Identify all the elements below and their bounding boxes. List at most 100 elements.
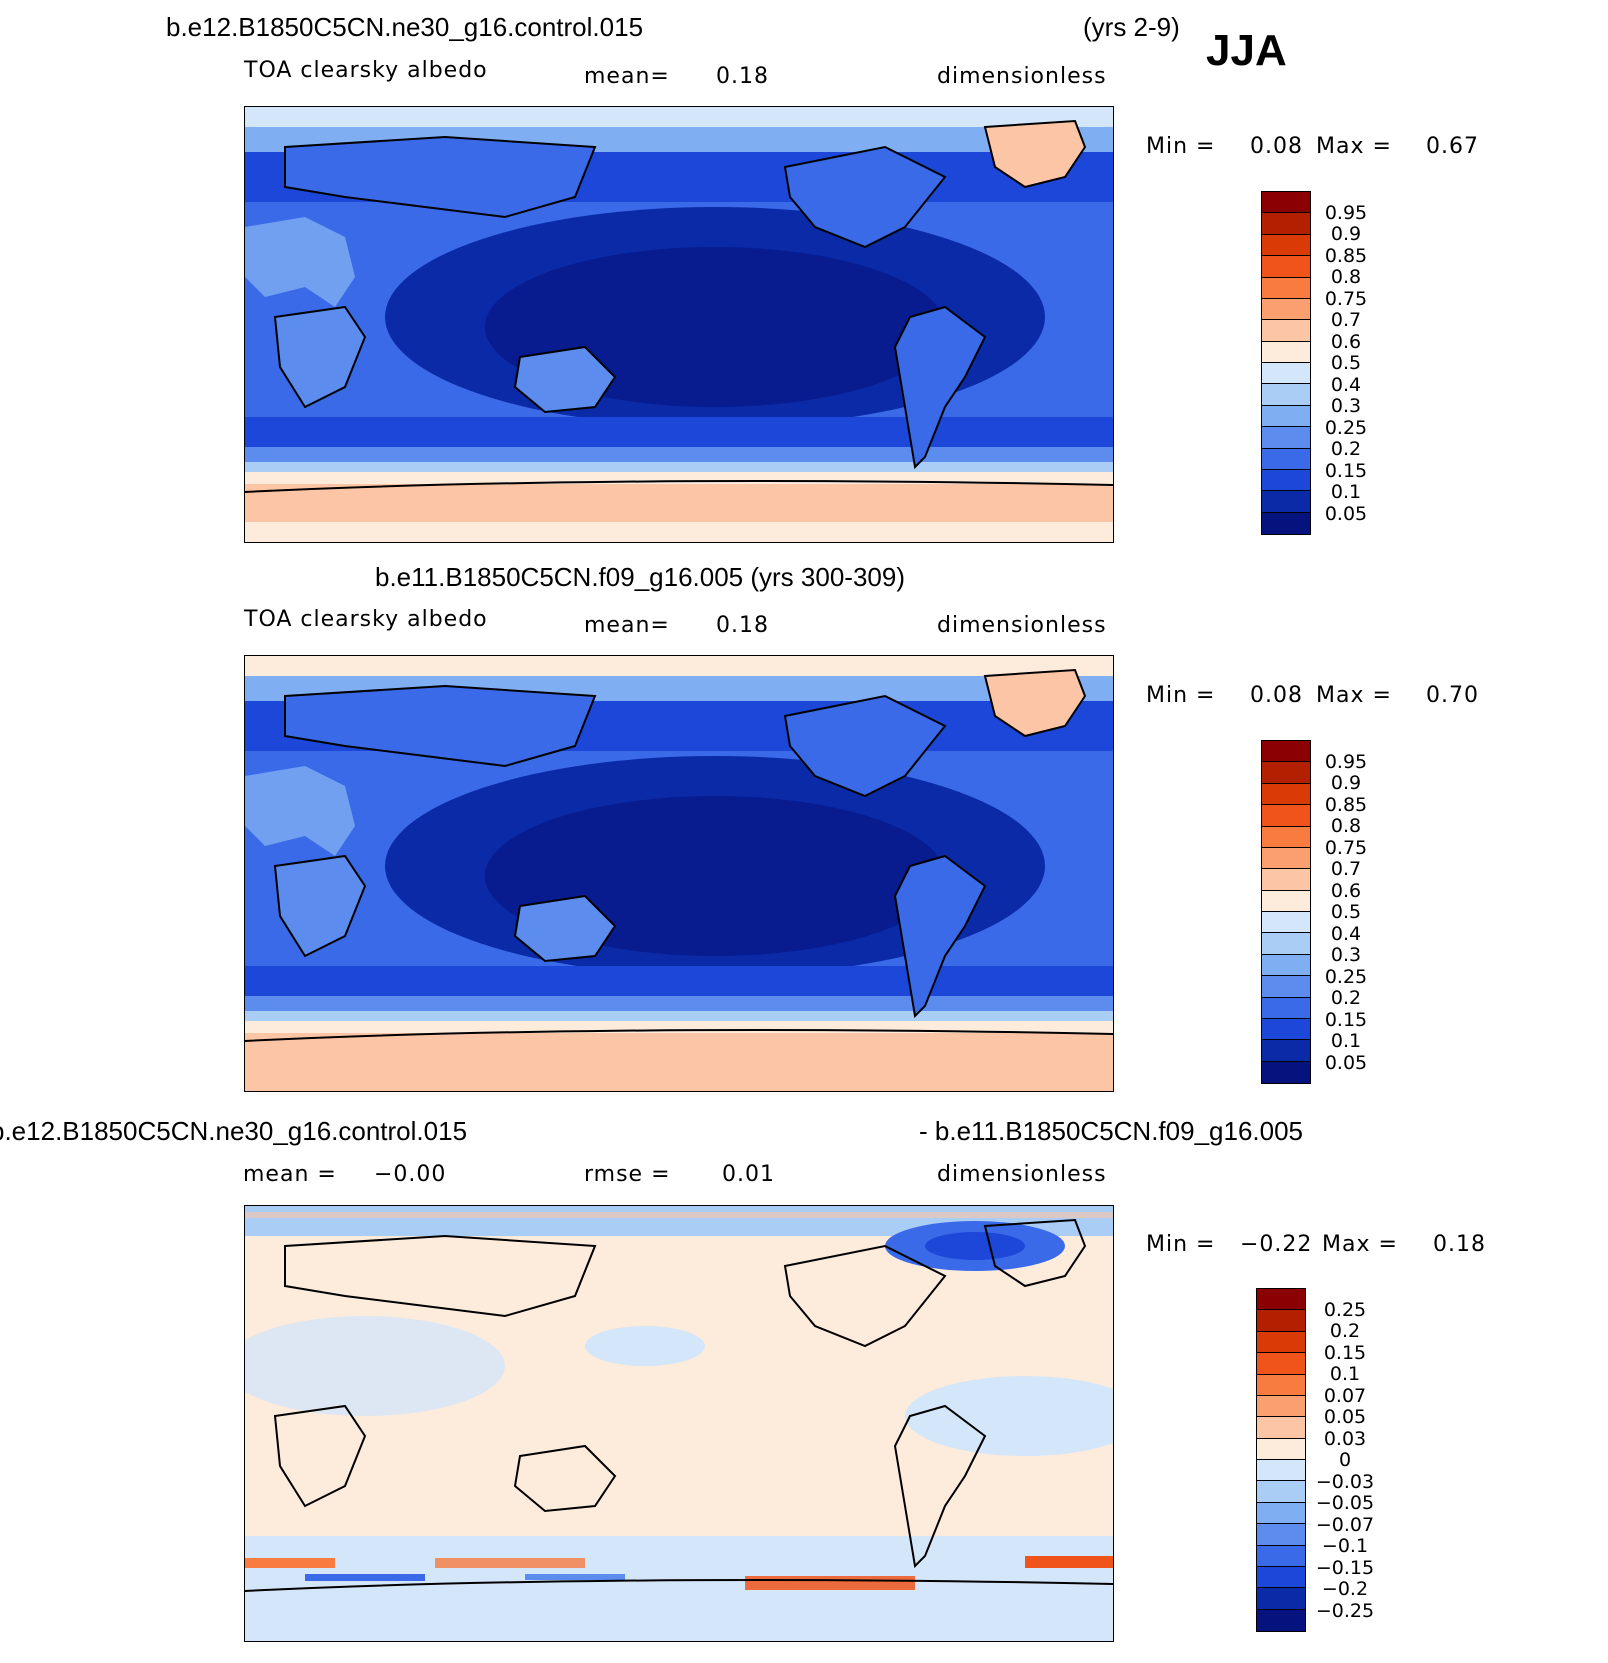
colorbar-tick-label: 0.25 (1324, 965, 1368, 988)
panel1-units: dimensionless (937, 64, 1107, 89)
colorbar-tick-label: 0.1 (1330, 481, 1362, 503)
colorbar-swatch (1262, 805, 1310, 827)
colorbar-tick-label: 0.05 (1324, 502, 1368, 525)
colorbar-swatch (1257, 1481, 1305, 1503)
panel1-variable: TOA clearsky albedo (244, 58, 488, 83)
panel3-rmse-label: rmse = (584, 1162, 671, 1187)
colorbar-tick-label: 0.3 (1330, 395, 1362, 417)
colorbar-tick-label: 0.7 (1330, 858, 1362, 880)
colorbar-tick-label: 0.75 (1324, 287, 1368, 310)
colorbar-swatch (1262, 997, 1310, 1019)
colorbar-swatch (1262, 384, 1310, 406)
colorbar-tick-label: 0.8 (1330, 266, 1362, 288)
colorbar-swatch (1257, 1395, 1305, 1418)
colorbar-swatch (1257, 1588, 1305, 1610)
colorbar-tick-label: 0.3 (1330, 944, 1362, 966)
colorbar-tick-label: 0.15 (1323, 1341, 1367, 1364)
colorbar-tick-label: 0.7 (1330, 309, 1362, 331)
panel3-rmse-value: 0.01 (722, 1162, 775, 1187)
panel3-map-graphic (245, 1206, 1113, 1641)
colorbar-tick-label: 0.1 (1329, 1363, 1361, 1385)
colorbar-tick-label: 0.07 (1323, 1384, 1367, 1407)
panel3-title-right: - b.e11.B1850C5CN.f09_g16.005 (919, 1116, 1304, 1146)
colorbar-tick-label: 0.2 (1330, 987, 1362, 1009)
colorbar-tick-label: 0.85 (1324, 244, 1368, 267)
colorbar-tick-label: −0.07 (1315, 1513, 1375, 1536)
panel2-map-graphic (245, 656, 1113, 1091)
colorbar-tick-label: 0.2 (1329, 1320, 1361, 1342)
colorbar-tick-label: −0.2 (1321, 1578, 1369, 1600)
colorbar-swatch (1262, 1018, 1310, 1041)
panel1-mean-label: mean= (584, 64, 670, 89)
colorbar-tick-label: 0.1 (1330, 1030, 1362, 1052)
colorbar-tick-label: 0.03 (1323, 1427, 1367, 1450)
panel3-map (244, 1205, 1114, 1642)
colorbar-tick-label: −0.25 (1315, 1599, 1375, 1622)
colorbar-tick-label: −0.1 (1321, 1535, 1369, 1557)
colorbar-swatch (1262, 320, 1310, 342)
panel3-min-label: Min = (1146, 1232, 1216, 1257)
colorbar-swatch (1262, 869, 1310, 891)
colorbar-tick-label: 0.5 (1330, 901, 1362, 923)
panel2-units: dimensionless (937, 613, 1107, 638)
colorbar-swatch (1262, 890, 1310, 912)
colorbar-swatch (1257, 1289, 1305, 1311)
colorbar-tick-label: 0.4 (1330, 922, 1362, 945)
colorbar-swatch (1262, 491, 1310, 513)
colorbar-swatch (1262, 341, 1310, 363)
panel3-title-left: b.e12.B1850C5CN.ne30_g16.control.015 (0, 1116, 468, 1146)
colorbar-tick-label: 0.05 (1324, 1051, 1368, 1074)
colorbar-swatch (1262, 512, 1310, 534)
colorbar-swatch (1262, 1040, 1310, 1062)
panel2-min-value: 0.08 (1250, 683, 1303, 708)
panel3-mean-label: mean = (243, 1162, 337, 1187)
colorbar-swatch (1257, 1417, 1305, 1439)
colorbar-swatch (1262, 469, 1310, 492)
colorbar-tick-label: 0.75 (1324, 836, 1368, 859)
panel1-min-label: Min = (1146, 134, 1216, 159)
colorbar-tick-label: −0.15 (1315, 1556, 1375, 1579)
panel1-colorbar (1261, 191, 1311, 535)
panel1-max-label: Max = (1316, 134, 1392, 159)
colorbar-tick-label: 0.85 (1324, 793, 1368, 816)
colorbar-swatch (1262, 976, 1310, 998)
colorbar-swatch (1262, 234, 1310, 257)
colorbar-tick-label: 0.8 (1330, 815, 1362, 837)
colorbar-tick-label: 0.6 (1330, 330, 1362, 353)
colorbar-swatch (1257, 1502, 1305, 1525)
panel1-years: (yrs 2-9) (1083, 12, 1180, 42)
panel3-min-value: −0.22 (1240, 1232, 1313, 1257)
colorbar-swatch (1262, 427, 1310, 449)
colorbar-swatch (1262, 912, 1310, 934)
colorbar-tick-label: 0.6 (1330, 879, 1362, 902)
colorbar-tick-label: 0.05 (1323, 1406, 1367, 1428)
colorbar-swatch (1262, 741, 1310, 763)
colorbar-swatch (1257, 1524, 1305, 1546)
panel2-max-value: 0.70 (1426, 683, 1479, 708)
colorbar-swatch (1257, 1566, 1305, 1589)
colorbar-swatch (1262, 954, 1310, 977)
colorbar-swatch (1262, 405, 1310, 428)
colorbar-swatch (1262, 448, 1310, 470)
panel1-max-value: 0.67 (1426, 134, 1479, 159)
panel2-map (244, 655, 1114, 1092)
colorbar-swatch (1262, 762, 1310, 784)
panel2-mean-value: 0.18 (716, 613, 769, 638)
colorbar-tick-label: 0.95 (1324, 750, 1368, 773)
colorbar-swatch (1257, 1310, 1305, 1332)
colorbar-swatch (1257, 1353, 1305, 1375)
colorbar-swatch (1257, 1609, 1305, 1631)
colorbar-swatch (1262, 213, 1310, 235)
panel1-title: b.e12.B1850C5CN.ne30_g16.control.015 (166, 12, 644, 42)
colorbar-swatch (1262, 363, 1310, 385)
panel2-min-label: Min = (1146, 683, 1216, 708)
colorbar-swatch (1257, 1374, 1305, 1396)
panel1-min-value: 0.08 (1250, 134, 1303, 159)
panel3-mean-value: −0.00 (374, 1162, 447, 1187)
colorbar-swatch (1262, 826, 1310, 848)
panel1-map-graphic (245, 107, 1113, 542)
colorbar-swatch (1262, 277, 1310, 299)
colorbar-tick-label: 0.15 (1324, 1008, 1368, 1031)
season-label: JJA (1206, 26, 1287, 75)
panel2-mean-label: mean= (584, 613, 670, 638)
